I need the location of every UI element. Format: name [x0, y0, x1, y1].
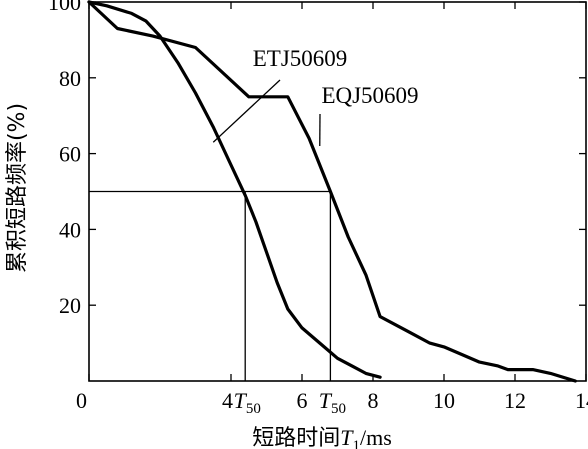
series-line-etj: [87, 0, 382, 379]
y-tick-label: 20: [59, 293, 81, 318]
x-tick-label: 4: [222, 388, 233, 413]
y-tick-label: 100: [48, 0, 81, 15]
x-axis-title: 短路时间T1/ms: [252, 425, 392, 449]
y-tick-label: 60: [59, 142, 81, 167]
x-tick-label: 14: [575, 388, 588, 413]
y-tick-label: 80: [59, 66, 81, 91]
series-group: [87, 0, 577, 383]
callout-group: ETJ50609 EQJ50609: [212, 46, 419, 147]
y-axis-title: 累积短路频率(%): [5, 103, 30, 273]
x-tick-label: 12: [504, 388, 526, 413]
x-tick-label: 10: [433, 388, 455, 413]
t50-label: T50: [234, 388, 261, 417]
reference-lines: [89, 190, 332, 381]
x-tick-label: 6: [297, 388, 308, 413]
series-callout-label: EQJ50609: [321, 83, 418, 108]
x-tick-label: 8: [368, 388, 379, 413]
tick-labels: 20 40 60 80 100 0 4 6 8 10 12 14 T50 T50: [48, 0, 588, 417]
series-line-eqj: [87, 0, 577, 383]
t50-label: T50: [319, 388, 346, 417]
y-tick-label: 40: [59, 217, 81, 242]
callout-leader: [212, 79, 281, 143]
x-tick-label: 0: [76, 388, 87, 413]
series-callout-label: ETJ50609: [253, 46, 348, 71]
